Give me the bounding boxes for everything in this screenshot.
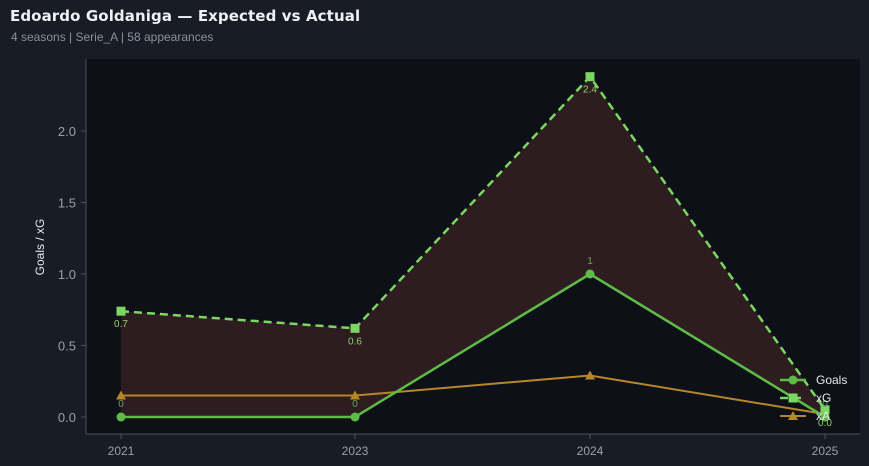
legend-xa: xA (816, 409, 830, 423)
goals-marker (116, 412, 126, 422)
goals-line (121, 272, 826, 419)
x-tick-label: 2025 (812, 444, 839, 458)
x-tick-label: 2021 (108, 444, 135, 458)
xa-marker (585, 370, 595, 380)
xg-value-label: 0.6 (348, 336, 362, 347)
chart-subtitle: 4 seasons | Serie_A | 58 appearances (11, 30, 214, 44)
xg-value-label: 0.0 (818, 418, 832, 429)
y-tick-label: 1.5 (58, 196, 76, 211)
goals-value-label: 1 (587, 256, 593, 267)
xa-marker (116, 390, 126, 400)
goals-marker (350, 412, 360, 422)
goals-value-label: 0 (118, 399, 124, 410)
goals-marker (585, 269, 595, 279)
xg-value-label: 0.7 (114, 319, 128, 330)
xa-marker (350, 390, 360, 400)
goals-value-label: 0 (822, 399, 828, 410)
xg-marker (116, 306, 126, 316)
y-axis-ticks: 0.0 0.5 1.0 1.5 2.0 (58, 124, 86, 425)
y-tick-label: 0.5 (58, 339, 76, 354)
x-tick-label: 2024 (577, 444, 604, 458)
chart-title: Edoardo Goldaniga — Expected vs Actual (10, 7, 361, 25)
xg-line (120, 74, 827, 411)
x-axis-ticks: 2021 2023 2024 2025 (108, 434, 839, 458)
goals-marker (820, 412, 830, 422)
series (116, 72, 830, 422)
xg-marker (350, 323, 360, 333)
y-tick-label: 1.0 (58, 267, 76, 282)
legend: Goals xG xA (780, 373, 847, 423)
legend-goals: Goals (816, 373, 847, 387)
y-axis-label: Goals / xG (33, 219, 47, 276)
xg-value-label: 2.4 (583, 85, 597, 96)
y-tick-label: 2.0 (58, 124, 76, 139)
y-tick-label: 0.0 (58, 410, 76, 425)
xa-line (121, 374, 826, 416)
legend-xg: xG (816, 391, 831, 405)
goals-value-label: 0 (352, 399, 358, 410)
xg-marker (820, 405, 830, 415)
x-tick-label: 2023 (342, 444, 369, 458)
data-labels: 0 0.7 0 0.6 1 2.4 0 0.0 (114, 85, 832, 429)
axes (85, 59, 860, 435)
xg-marker (585, 72, 595, 82)
